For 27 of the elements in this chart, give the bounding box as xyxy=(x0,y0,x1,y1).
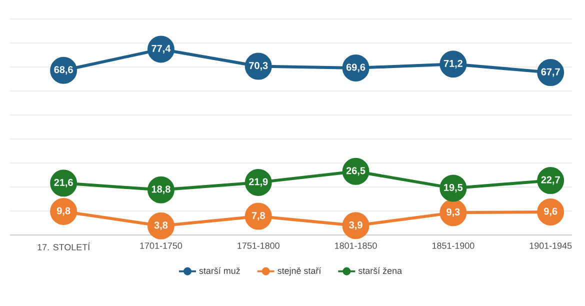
data-label: 21,6 xyxy=(54,178,73,188)
legend-label: starší muž xyxy=(199,267,240,274)
data-label: 77,4 xyxy=(152,45,171,54)
data-label: 22,7 xyxy=(541,176,560,185)
data-label: 7,8 xyxy=(252,212,265,221)
data-label: 70,3 xyxy=(249,62,268,71)
data-label: 3,9 xyxy=(349,221,362,230)
data-label: 69,6 xyxy=(346,64,366,72)
data-label: 3,8 xyxy=(154,222,168,230)
legend-label: stejně staří xyxy=(278,267,322,276)
x-tick-label: 17. STOLETÍ xyxy=(38,242,90,250)
data-label: 9,8 xyxy=(56,207,70,216)
data-label: 18,8 xyxy=(152,186,170,194)
x-tick-label: 1701-1750 xyxy=(140,242,182,249)
x-tick-label: 1851-1900 xyxy=(432,242,474,249)
x-tick-label: 1751-1800 xyxy=(238,242,280,249)
data-label: 26,5 xyxy=(346,167,366,176)
data-label: 68,6 xyxy=(54,66,73,75)
x-tick-label: 1801-1850 xyxy=(335,242,377,249)
data-label: 9,3 xyxy=(446,208,460,217)
data-label: 19,5 xyxy=(444,184,463,192)
data-label: 21,9 xyxy=(249,178,268,187)
data-label: 67,7 xyxy=(541,68,560,77)
legend-label: starší žena xyxy=(358,267,402,274)
data-label: 9,6 xyxy=(544,208,558,216)
data-label: 71,2 xyxy=(444,60,462,68)
x-tick-label: 1901-1945 xyxy=(530,242,572,249)
